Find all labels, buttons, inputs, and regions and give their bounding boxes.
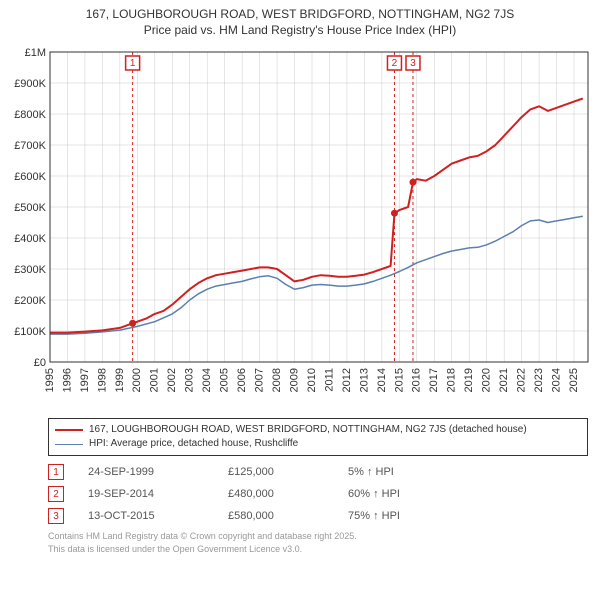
svg-text:£900K: £900K (14, 78, 46, 90)
sale-date: 19-SEP-2014 (88, 488, 228, 500)
chart: £0 £100K £200K £300K £400K £500K £600K £700K £80… (10, 42, 590, 412)
svg-text:1996: 1996 (61, 368, 73, 392)
footer-line2: This data is licensed under the Open Gov… (48, 543, 588, 555)
sale-marker: 1 (48, 464, 64, 480)
svg-text:£600K: £600K (14, 171, 46, 183)
svg-text:2007: 2007 (254, 368, 266, 392)
legend-label: 167, LOUGHBOROUGH ROAD, WEST BRIDGFORD, … (89, 423, 527, 437)
svg-text:2014: 2014 (376, 368, 388, 392)
sale-price: £480,000 (228, 488, 348, 500)
svg-text:2013: 2013 (358, 368, 370, 392)
sale-date: 13-OCT-2015 (88, 510, 228, 522)
footer-attribution: Contains HM Land Registry data © Crown c… (48, 530, 588, 554)
svg-text:2022: 2022 (516, 368, 528, 392)
svg-text:2025: 2025 (568, 368, 580, 392)
svg-text:1998: 1998 (96, 368, 108, 392)
sale-price: £125,000 (228, 466, 348, 478)
svg-text:£1M: £1M (25, 47, 46, 59)
svg-text:2000: 2000 (131, 368, 143, 392)
svg-text:2009: 2009 (288, 368, 300, 392)
svg-text:2004: 2004 (201, 368, 213, 392)
svg-text:2008: 2008 (271, 368, 283, 392)
legend-label: HPI: Average price, detached house, Rush… (89, 437, 298, 451)
title-line2: Price paid vs. HM Land Registry's House … (10, 22, 590, 38)
svg-text:2012: 2012 (341, 368, 353, 392)
sale-pct: 60% ↑ HPI (348, 488, 488, 500)
sale-pct: 75% ↑ HPI (348, 510, 488, 522)
svg-text:2019: 2019 (463, 368, 475, 392)
chart-marker-label: 1 (130, 59, 136, 70)
legend-swatch (55, 444, 83, 445)
svg-text:1997: 1997 (79, 368, 91, 392)
svg-text:1995: 1995 (44, 368, 56, 392)
svg-text:2001: 2001 (149, 368, 161, 392)
svg-text:2010: 2010 (306, 368, 318, 392)
legend: 167, LOUGHBOROUGH ROAD, WEST BRIDGFORD, … (48, 418, 588, 456)
sale-dot (391, 210, 398, 217)
svg-text:2006: 2006 (236, 368, 248, 392)
sale-pct: 5% ↑ HPI (348, 466, 488, 478)
sale-price: £580,000 (228, 510, 348, 522)
chart-marker-label: 2 (392, 59, 398, 70)
sale-dot (129, 320, 136, 327)
svg-text:2003: 2003 (184, 368, 196, 392)
svg-text:2020: 2020 (481, 368, 493, 392)
svg-text:2021: 2021 (498, 368, 510, 392)
svg-text:£800K: £800K (14, 109, 46, 121)
svg-text:£700K: £700K (14, 140, 46, 152)
title-line1: 167, LOUGHBOROUGH ROAD, WEST BRIDGFORD, … (10, 6, 590, 22)
svg-text:2016: 2016 (411, 368, 423, 392)
legend-item: HPI: Average price, detached house, Rush… (55, 437, 581, 451)
svg-text:2024: 2024 (550, 368, 562, 392)
svg-text:2005: 2005 (219, 368, 231, 392)
sale-dot (409, 179, 416, 186)
legend-item: 167, LOUGHBOROUGH ROAD, WEST BRIDGFORD, … (55, 423, 581, 437)
sales-table: 1 24-SEP-1999£125,0005% ↑ HPI 2 19-SEP-2014… (48, 464, 588, 524)
footer-line1: Contains HM Land Registry data © Crown c… (48, 530, 588, 542)
svg-text:2002: 2002 (166, 368, 178, 392)
svg-text:£300K: £300K (14, 264, 46, 276)
svg-text:2015: 2015 (393, 368, 405, 392)
svg-text:£400K: £400K (14, 233, 46, 245)
sale-marker: 3 (48, 508, 64, 524)
chart-marker-label: 3 (410, 59, 416, 70)
svg-text:2018: 2018 (446, 368, 458, 392)
sale-row: 2 19-SEP-2014£480,00060% ↑ HPI (48, 486, 588, 502)
svg-text:£100K: £100K (14, 326, 46, 338)
sale-date: 24-SEP-1999 (88, 466, 228, 478)
svg-text:£500K: £500K (14, 202, 46, 214)
svg-text:2011: 2011 (323, 368, 335, 392)
chart-title: 167, LOUGHBOROUGH ROAD, WEST BRIDGFORD, … (10, 6, 590, 38)
legend-swatch (55, 429, 83, 431)
sale-row: 1 24-SEP-1999£125,0005% ↑ HPI (48, 464, 588, 480)
sale-marker: 2 (48, 486, 64, 502)
svg-text:2017: 2017 (428, 368, 440, 392)
svg-text:1999: 1999 (114, 368, 126, 392)
sale-row: 3 13-OCT-2015£580,00075% ↑ HPI (48, 508, 588, 524)
svg-text:£0: £0 (34, 357, 46, 369)
svg-text:2023: 2023 (533, 368, 545, 392)
svg-text:£200K: £200K (14, 295, 46, 307)
